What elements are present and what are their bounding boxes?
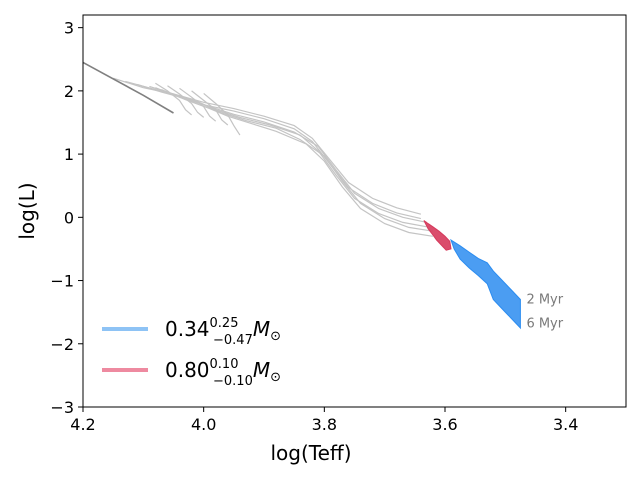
x-tick-label-0: 4.2 [70, 415, 95, 434]
x-tick-label-2: 3.8 [312, 415, 337, 434]
evolutionary-track-4 [155, 87, 433, 232]
y-tick-label-5: −2 [50, 335, 74, 354]
x-axis-label: log(Teff) [271, 441, 352, 465]
y-tick-label-6: −3 [50, 398, 74, 417]
x-tick-label-4: 3.4 [553, 415, 578, 434]
track-hook-1 [167, 85, 205, 118]
legend-lower-error: −0.10 [213, 374, 253, 389]
y-tick-label-4: −1 [50, 272, 74, 291]
track-hook-4 [203, 92, 241, 136]
legend-value: 0.34 [165, 317, 210, 341]
legend-upper-error: 0.25 [210, 316, 239, 331]
legend-sun-symbol: ⊙ [270, 329, 281, 344]
plot-frame [82, 14, 627, 408]
isochrone-label-1: 6 Myr [526, 317, 563, 332]
legend-upper-error: 0.10 [210, 357, 239, 372]
x-tick-label-1: 4.0 [191, 415, 216, 434]
track-hook-0 [155, 82, 192, 116]
evolutionary-track-5 [161, 89, 433, 237]
mass-region-red [423, 220, 452, 251]
mass-region-blue [450, 238, 521, 330]
legend-lower-error: −0.47 [213, 333, 253, 348]
y-tick-label-1: 2 [64, 82, 74, 101]
plot-background [83, 15, 626, 407]
legend-value: 0.80 [165, 358, 210, 382]
plot-area: 2 Myr 6 Myr [82, 61, 564, 332]
y-tick-label-2: 1 [64, 145, 74, 164]
track-hook-2 [179, 87, 217, 122]
birthline [82, 61, 174, 114]
y-tick-label-0: 3 [64, 19, 74, 38]
axes: 4.2 4.0 3.8 3.6 3.4 3 2 1 0 −1 −2 −3 [50, 19, 578, 434]
isochrone-label-0: 2 Myr [526, 293, 563, 308]
legend-sun-symbol: ⊙ [270, 370, 281, 385]
track-hook-3 [191, 90, 229, 126]
legend-unit: M [253, 358, 270, 382]
y-axis-label: log(L) [15, 182, 39, 239]
legend: 0.340.25 −0.47M⊙ 0.800.10 −0.10M⊙ [102, 316, 281, 389]
legend-unit: M [253, 317, 270, 341]
x-tick-label-3: 3.6 [432, 415, 457, 434]
y-tick-label-3: 0 [64, 208, 74, 227]
legend-label-red: 0.800.10 −0.10M⊙ [165, 357, 281, 389]
legend-label-blue: 0.340.25 −0.47M⊙ [165, 316, 281, 348]
